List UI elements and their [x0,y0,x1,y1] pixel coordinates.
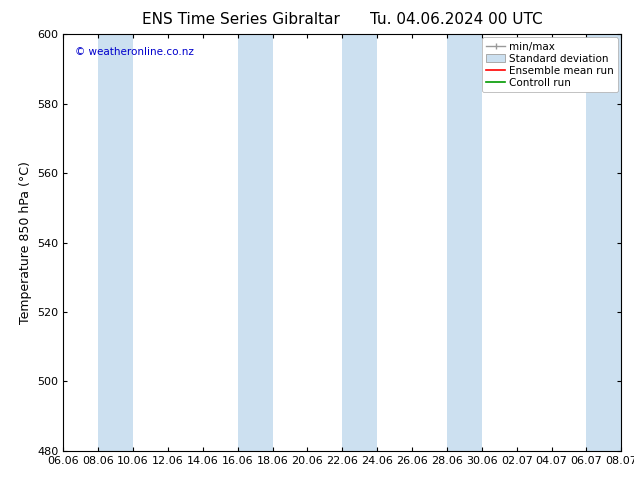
Text: ENS Time Series Gibraltar: ENS Time Series Gibraltar [142,12,340,27]
Bar [447,34,482,451]
Legend: min/max, Standard deviation, Ensemble mean run, Controll run: min/max, Standard deviation, Ensemble me… [482,37,618,92]
Bar [238,34,273,451]
Text: Tu. 04.06.2024 00 UTC: Tu. 04.06.2024 00 UTC [370,12,543,27]
Bar [98,34,133,451]
Text: © weatheronline.co.nz: © weatheronline.co.nz [75,47,193,57]
Y-axis label: Temperature 850 hPa (°C): Temperature 850 hPa (°C) [19,161,32,324]
Bar [342,34,377,451]
Bar [586,34,621,451]
